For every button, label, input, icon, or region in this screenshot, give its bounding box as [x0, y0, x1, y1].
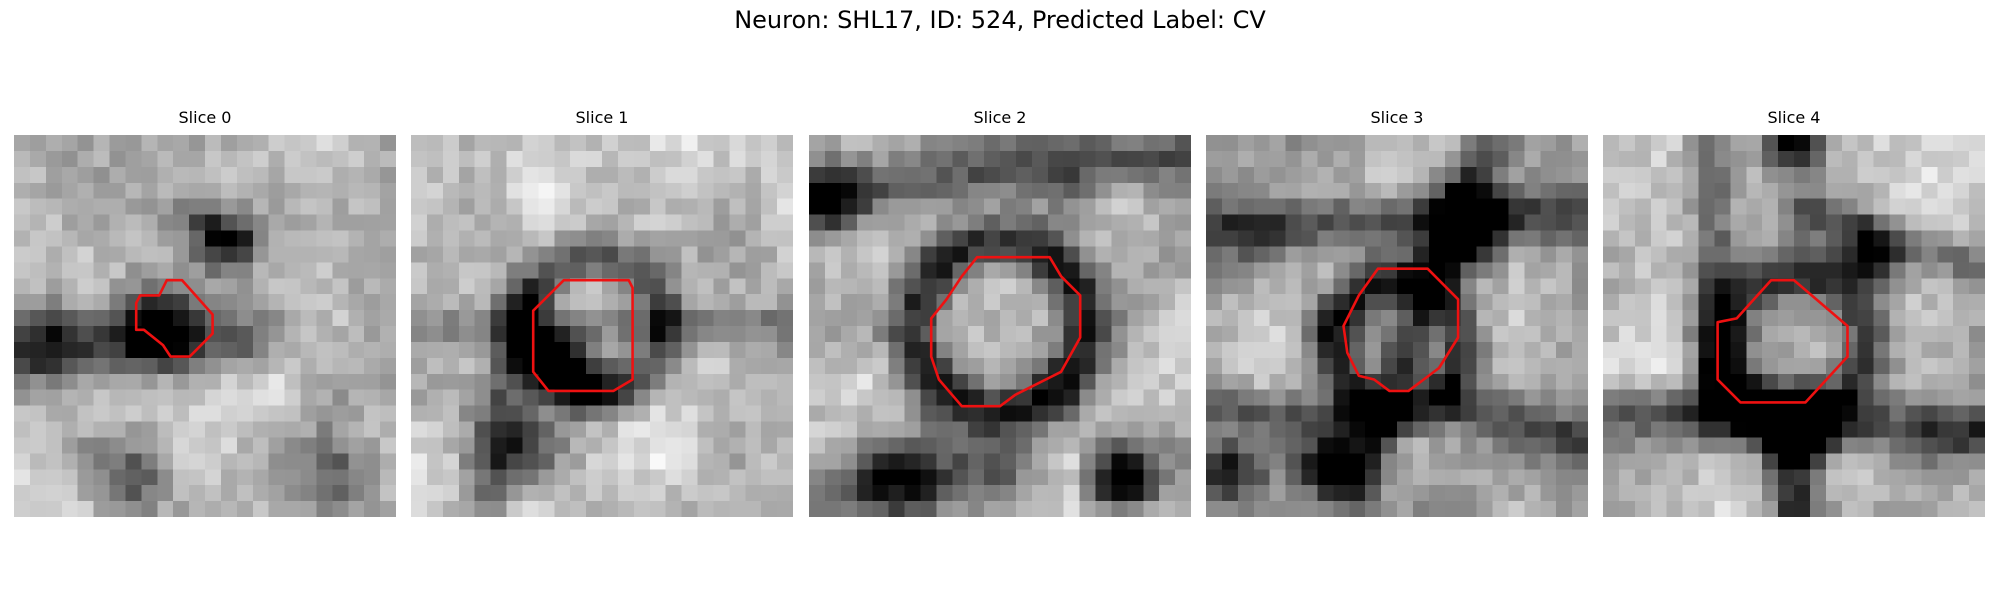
- segmentation-contour: [929, 255, 1082, 408]
- slice-image: [1206, 135, 1588, 517]
- pixel-grid: [14, 135, 396, 517]
- segmentation-contour: [1342, 267, 1460, 393]
- slice-image: [14, 135, 396, 517]
- slice-title: Slice 0: [178, 108, 232, 127]
- slice-title: Slice 1: [575, 108, 629, 127]
- segmentation-contour: [531, 278, 634, 393]
- slice-image: [809, 135, 1191, 517]
- segmentation-contour: [134, 278, 214, 358]
- slice-title: Slice 2: [973, 108, 1027, 127]
- pixel-grid: [1603, 135, 1985, 517]
- pixel-grid: [1206, 135, 1588, 517]
- slice-title: Slice 4: [1767, 108, 1821, 127]
- segmentation-contour: [1716, 278, 1849, 404]
- figure-title: Neuron: SHL17, ID: 524, Predicted Label:…: [734, 6, 1266, 34]
- slice-title: Slice 3: [1370, 108, 1424, 127]
- slice-image: [411, 135, 793, 517]
- pixel-grid: [809, 135, 1191, 517]
- pixel-grid: [411, 135, 793, 517]
- slice-image: [1603, 135, 1985, 517]
